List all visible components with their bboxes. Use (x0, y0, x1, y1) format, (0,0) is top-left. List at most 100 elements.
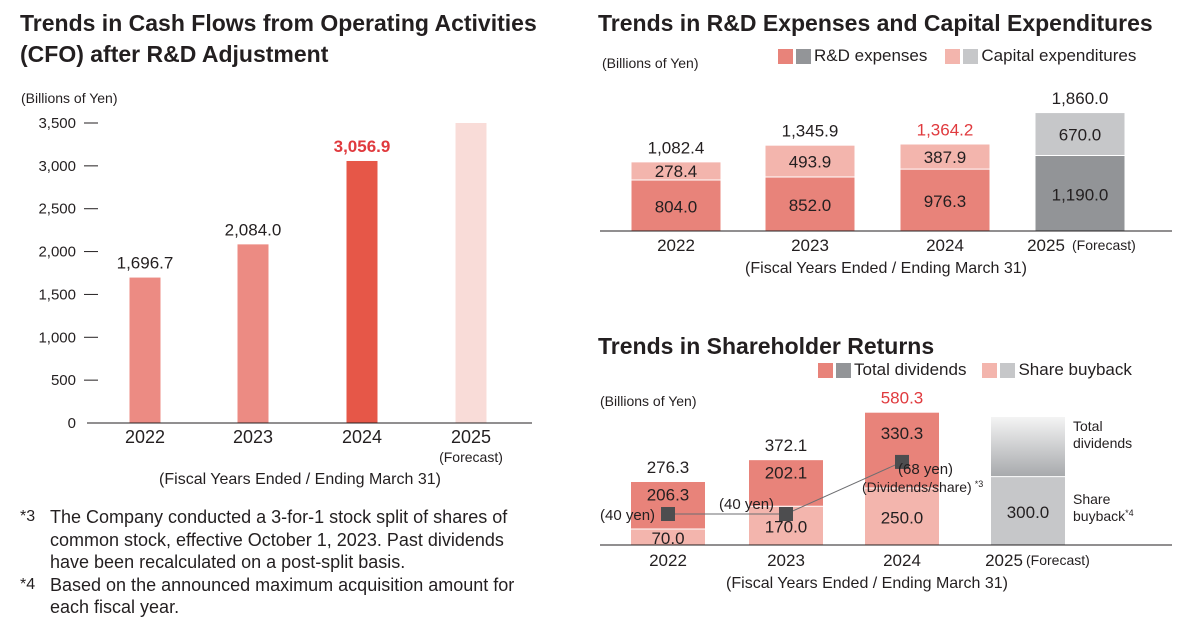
rnd-forecast-label: (Forecast) (1072, 237, 1136, 253)
sh-side-div-line2: dividends (1073, 435, 1132, 451)
sh-bar-dividend (631, 482, 705, 530)
rnd-capex-value-label: 387.9 (924, 148, 967, 167)
sh-bar-buyback (865, 488, 939, 545)
sh-legend-buy-grey-swatch (1000, 362, 1016, 378)
sh-legend-div-swatch (818, 362, 833, 378)
footnote-4-text: Based on the announced maximum acquisiti… (50, 574, 515, 618)
cfo-unit-label: (Billions of Yen) (21, 90, 118, 106)
cfo-forecast-label: (Forecast) (439, 449, 503, 465)
cfo-bar (237, 244, 269, 423)
footnote-3: *3 The Company conducted a 3-for-1 stock… (20, 506, 540, 574)
sh-dividend-value-label: 202.1 (765, 464, 808, 483)
rnd-total-label: 1,364.2 (917, 121, 974, 140)
rnd-capex-value-label: 670.0 (1059, 125, 1102, 144)
footnotes: *3 The Company conducted a 3-for-1 stock… (20, 506, 540, 619)
sh-x-axis: 2022 2023 2024 2025 (Forecast) (649, 551, 1090, 570)
cfo-x-caption: (Fiscal Years Ended / Ending March 31) (159, 471, 441, 488)
sh-buyback-value-label: 170.0 (765, 518, 808, 537)
rnd-bar-rd (1035, 155, 1125, 231)
rnd-total-label: 1,860.0 (1052, 89, 1109, 108)
sh-bar-dividend (749, 460, 823, 507)
sh-side-buy-line1: Share (1073, 491, 1111, 507)
rnd-bar-rd (900, 169, 990, 231)
footnote-3-text: The Company conducted a 3-for-1 stock sp… (50, 507, 508, 572)
rnd-legend: R&D expenses Capital expenditures (778, 46, 1136, 66)
cfo-y-tick-label: 0 (68, 415, 76, 432)
sh-legend-buy-label: Share buyback (1018, 360, 1132, 379)
sh-title: Trends in Shareholder Returns (598, 333, 935, 359)
sh-total-label: 372.1 (765, 436, 808, 455)
cfo-bar (455, 123, 487, 423)
sh-buyback-value-label: 300.0 (1007, 503, 1050, 522)
cfo-y-tick-label: 3,000 (38, 158, 76, 175)
sh-buyback-value-label: 70.0 (651, 529, 684, 548)
sh-dps-label: (40 yen) (719, 496, 774, 513)
cfo-x-axis: 2022 2023 2024 2025 (Forecast) (125, 427, 503, 465)
rnd-total-label: 1,082.4 (648, 138, 705, 157)
sh-side-buy-line2-text: buyback (1073, 508, 1126, 524)
cfo-bars: 1,696.7 2,084.0 3,056.9 (117, 123, 487, 424)
rnd-bar-capex (765, 145, 855, 177)
sh-bar-buyback-forecast (991, 476, 1065, 545)
cfo-title-line2: (CFO) after R&D Adjustment (20, 41, 329, 67)
rnd-legend-capex-grey-swatch (963, 48, 979, 64)
rnd-title: Trends in R&D Expenses and Capital Expen… (598, 10, 1153, 36)
cfo-y-tick-label: 3,500 (38, 115, 76, 132)
rnd-unit-label: (Billions of Yen) (602, 55, 699, 71)
rnd-legend-rd-grey-swatch (796, 48, 811, 64)
cfo-x-tick-label: 2022 (125, 427, 165, 447)
rnd-capex-value-label: 493.9 (789, 152, 832, 171)
sh-legend-div-grey-swatch (836, 362, 851, 378)
sh-side-labels: Total dividends Share buyback*4 (1073, 418, 1134, 524)
rnd-bar-rd (631, 180, 721, 231)
sh-side-buy-line2: buyback*4 (1073, 508, 1134, 524)
rnd-rd-value-label: 852.0 (789, 196, 832, 215)
rnd-capex-value-label: 278.4 (655, 162, 698, 181)
sh-chart: 70.0 206.3 276.3 170.0 202.1 372.1 250.0 330.3 5… (600, 389, 1172, 592)
sh-bars: 70.0 206.3 276.3 170.0 202.1 372.1 250.0 330.3 5… (631, 389, 1065, 548)
sh-dps-caption-mark: *3 (975, 479, 984, 489)
cfo-y-tick-label: 2,000 (38, 244, 76, 261)
cfo-title: Trends in Cash Flows from Operating Acti… (20, 8, 537, 70)
rnd-bar-capex (900, 144, 990, 170)
rnd-bar-capex (631, 162, 721, 181)
sh-side-buy-mark: *4 (1125, 508, 1134, 518)
cfo-y-tick-label: 2,500 (38, 201, 76, 218)
cfo-bar-value-label: 2,084.0 (225, 220, 282, 239)
rnd-total-label: 1,345.9 (782, 122, 839, 141)
rnd-x-tick-label: 2022 (657, 236, 695, 255)
cfo-y-tick-label: 1,000 (38, 329, 76, 346)
sh-bar-dividend-forecast (991, 417, 1065, 477)
cfo-x-tick-label: 2023 (233, 427, 273, 447)
sh-total-label: 580.3 (881, 389, 924, 408)
sh-bar-buyback (631, 529, 705, 545)
sh-dps-caption: (Dividends/share) *3 (862, 479, 983, 495)
rnd-legend-rd-swatch (778, 48, 793, 64)
sh-total-label: 276.3 (647, 458, 690, 477)
cfo-x-tick-label: 2024 (342, 427, 382, 447)
cfo-y-tick-label: 500 (51, 372, 76, 389)
sh-dps-marker (895, 454, 909, 469)
sh-unit-label: (Billions of Yen) (600, 393, 697, 409)
rnd-rd-value-label: 976.3 (924, 192, 967, 211)
cfo-bar-value-label: 1,696.7 (117, 254, 174, 273)
sh-dividend-value-label: 330.3 (881, 424, 924, 443)
rnd-bar-rd (765, 176, 855, 231)
sh-legend-div-label: Total dividends (854, 360, 967, 379)
footnote-3-mark: *3 (20, 508, 36, 525)
sh-bar-dividend (865, 412, 939, 488)
rnd-legend-capex-swatch (945, 48, 961, 64)
cfo-x-tick-label: 2025 (451, 427, 491, 447)
sh-legend: Total dividends Share buyback (818, 360, 1132, 380)
sh-x-tick-label: 2023 (767, 551, 805, 570)
rnd-chart: 804.0 278.4 1,082.4 852.0 493.9 1,345.9 976.3 3… (600, 89, 1172, 277)
sh-dividend-value-label: 206.3 (647, 486, 690, 505)
footnote-4: *4 Based on the announced maximum acquis… (20, 574, 540, 619)
sh-dps-line: (40 yen) (40 yen) (68 yen)(Dividends/share… (600, 454, 983, 524)
sh-buyback-value-label: 250.0 (881, 509, 924, 528)
rnd-bar-capex (1035, 113, 1125, 156)
sh-x-caption: (Fiscal Years Ended / Ending March 31) (726, 575, 1008, 592)
sh-dps-label: (68 yen) (898, 461, 953, 478)
sh-side-div-line1: Total (1073, 418, 1103, 434)
rnd-x-tick-label: 2024 (926, 236, 964, 255)
